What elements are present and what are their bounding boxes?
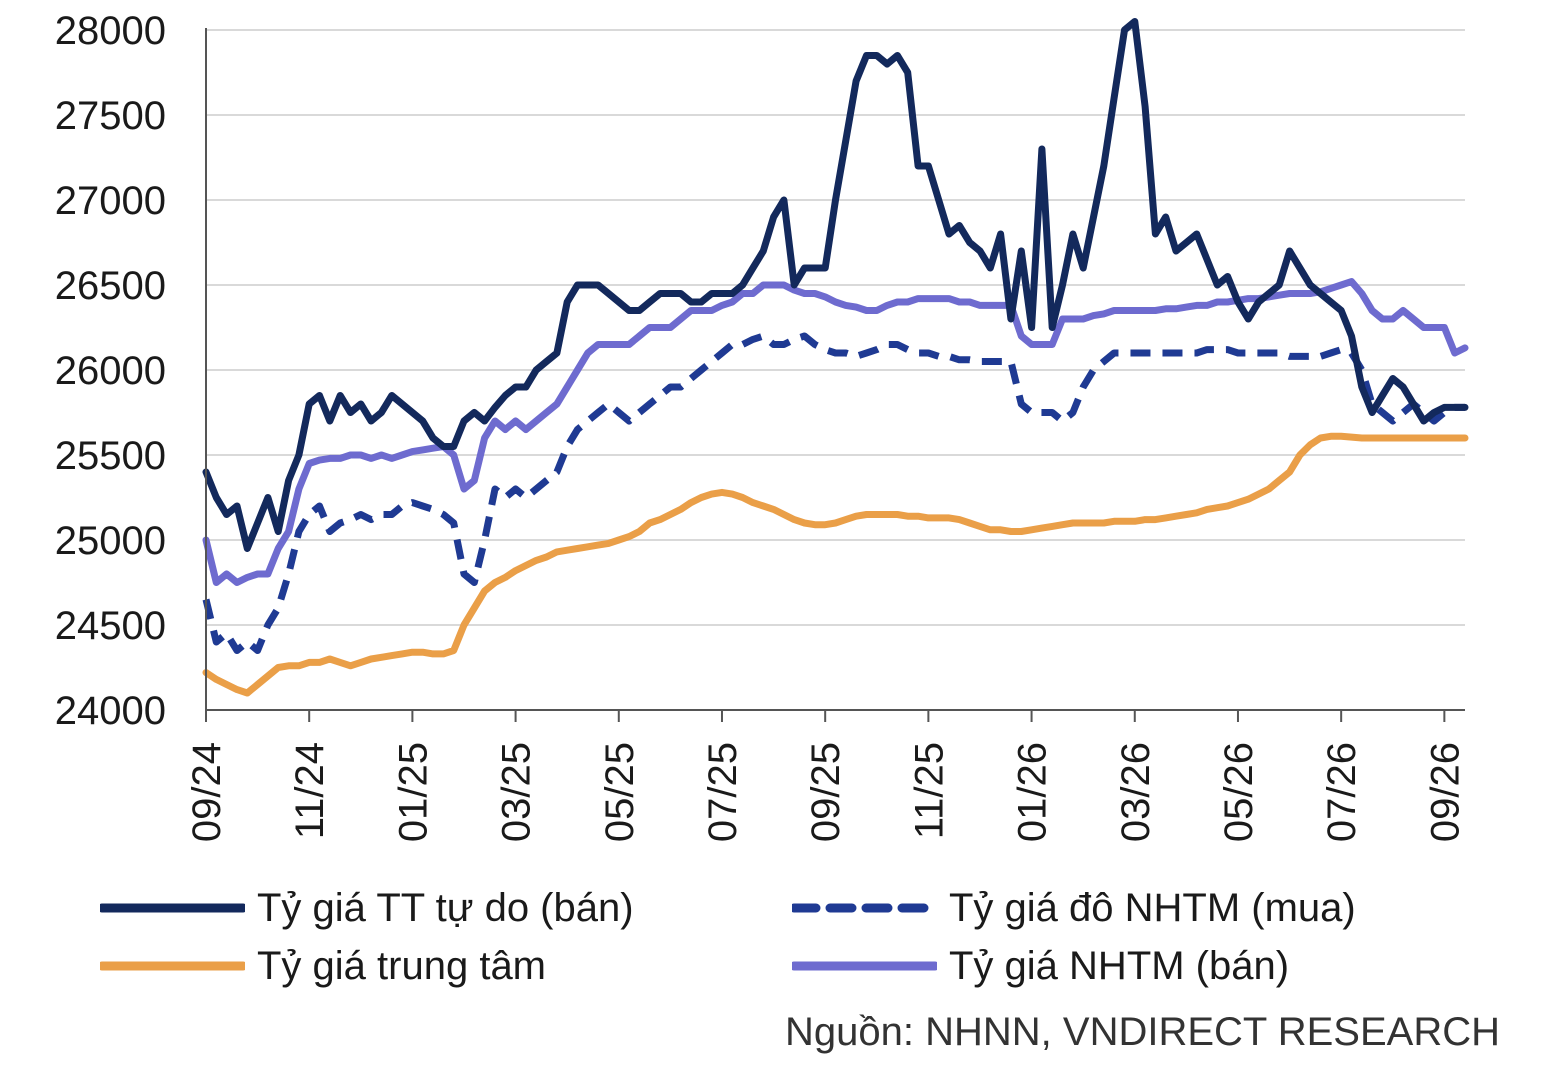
x-tick-label: 03/25: [495, 742, 539, 842]
legend-item-nhtm-mua: Tỷ giá đô NHTM (mua): [792, 878, 1356, 938]
y-tick-label: 26000: [55, 349, 166, 393]
x-tick-label: 11/24: [288, 742, 332, 839]
y-tick-label: 27500: [55, 94, 166, 138]
y-axis-ticks: 24000 24500 25000 25500 26000 26500 27000 27500…: [55, 9, 166, 733]
line-chart: 24000 24500 25000 25500 26000 26500 27000 27500…: [55, 9, 1469, 842]
x-tick-label: 09/25: [804, 742, 848, 842]
series-line-1: [202, 332, 1465, 654]
legend-swatch-nhtm-ban: [792, 961, 937, 971]
y-tick-label: 24500: [55, 604, 166, 648]
y-tick-label: 26500: [55, 264, 166, 308]
x-tick-label: 09/24: [185, 742, 229, 842]
x-tick-label: 03/26: [1114, 742, 1158, 842]
legend-item-nhtm-ban: Tỷ giá NHTM (bán): [792, 936, 1289, 996]
y-tick-label: 24000: [55, 689, 166, 733]
series-line-0: [202, 18, 1469, 552]
legend-label-nhtm-mua: Tỷ giá đô NHTM (mua): [949, 885, 1356, 930]
legend-swatch-nhtm-mua: [792, 903, 937, 913]
source-note: Nguồn: NHNN, VNDIRECT RESEARCH: [785, 1010, 1500, 1054]
y-tick-label: 28000: [55, 9, 166, 53]
series-lines: [202, 18, 1469, 697]
x-tick-label: 09/26: [1423, 742, 1467, 842]
series-line-3: [202, 278, 1469, 586]
x-axis-ticks: 09/24 11/24 01/25 03/25 05/25 07/25 09/25 11/25…: [185, 710, 1467, 842]
series-line-2: [202, 432, 1469, 697]
axes: [205, 28, 1465, 711]
legend-label-tt-tu-do: Tỷ giá TT tự do (bán): [257, 885, 634, 930]
legend-label-trung-tam: Tỷ giá trung tâm: [257, 943, 547, 988]
legend-item-tt-tu-do: Tỷ giá TT tự do (bán): [100, 878, 634, 938]
y-tick-label: 27000: [55, 179, 166, 223]
legend-label-nhtm-ban: Tỷ giá NHTM (bán): [949, 943, 1290, 988]
x-tick-label: 05/26: [1217, 742, 1261, 842]
y-tick-label: 25500: [55, 434, 166, 478]
x-tick-label: 07/26: [1320, 742, 1364, 842]
legend-swatch-trung-tam: [100, 961, 245, 971]
y-tick-label: 25000: [55, 519, 166, 563]
x-tick-label: 11/25: [907, 742, 951, 839]
gridlines: [206, 29, 1465, 626]
x-tick-label: 01/25: [391, 742, 435, 842]
legend-swatch-tt-tu-do: [100, 903, 245, 913]
x-tick-label: 05/25: [598, 742, 642, 842]
legend-item-trung-tam: Tỷ giá trung tâm: [100, 936, 546, 996]
x-tick-label: 07/25: [701, 742, 745, 842]
x-tick-label: 01/26: [1011, 742, 1055, 842]
legend: Tỷ giá TT tự do (bán) Tỷ giá đô NHTM (mu…: [0, 870, 1552, 1010]
